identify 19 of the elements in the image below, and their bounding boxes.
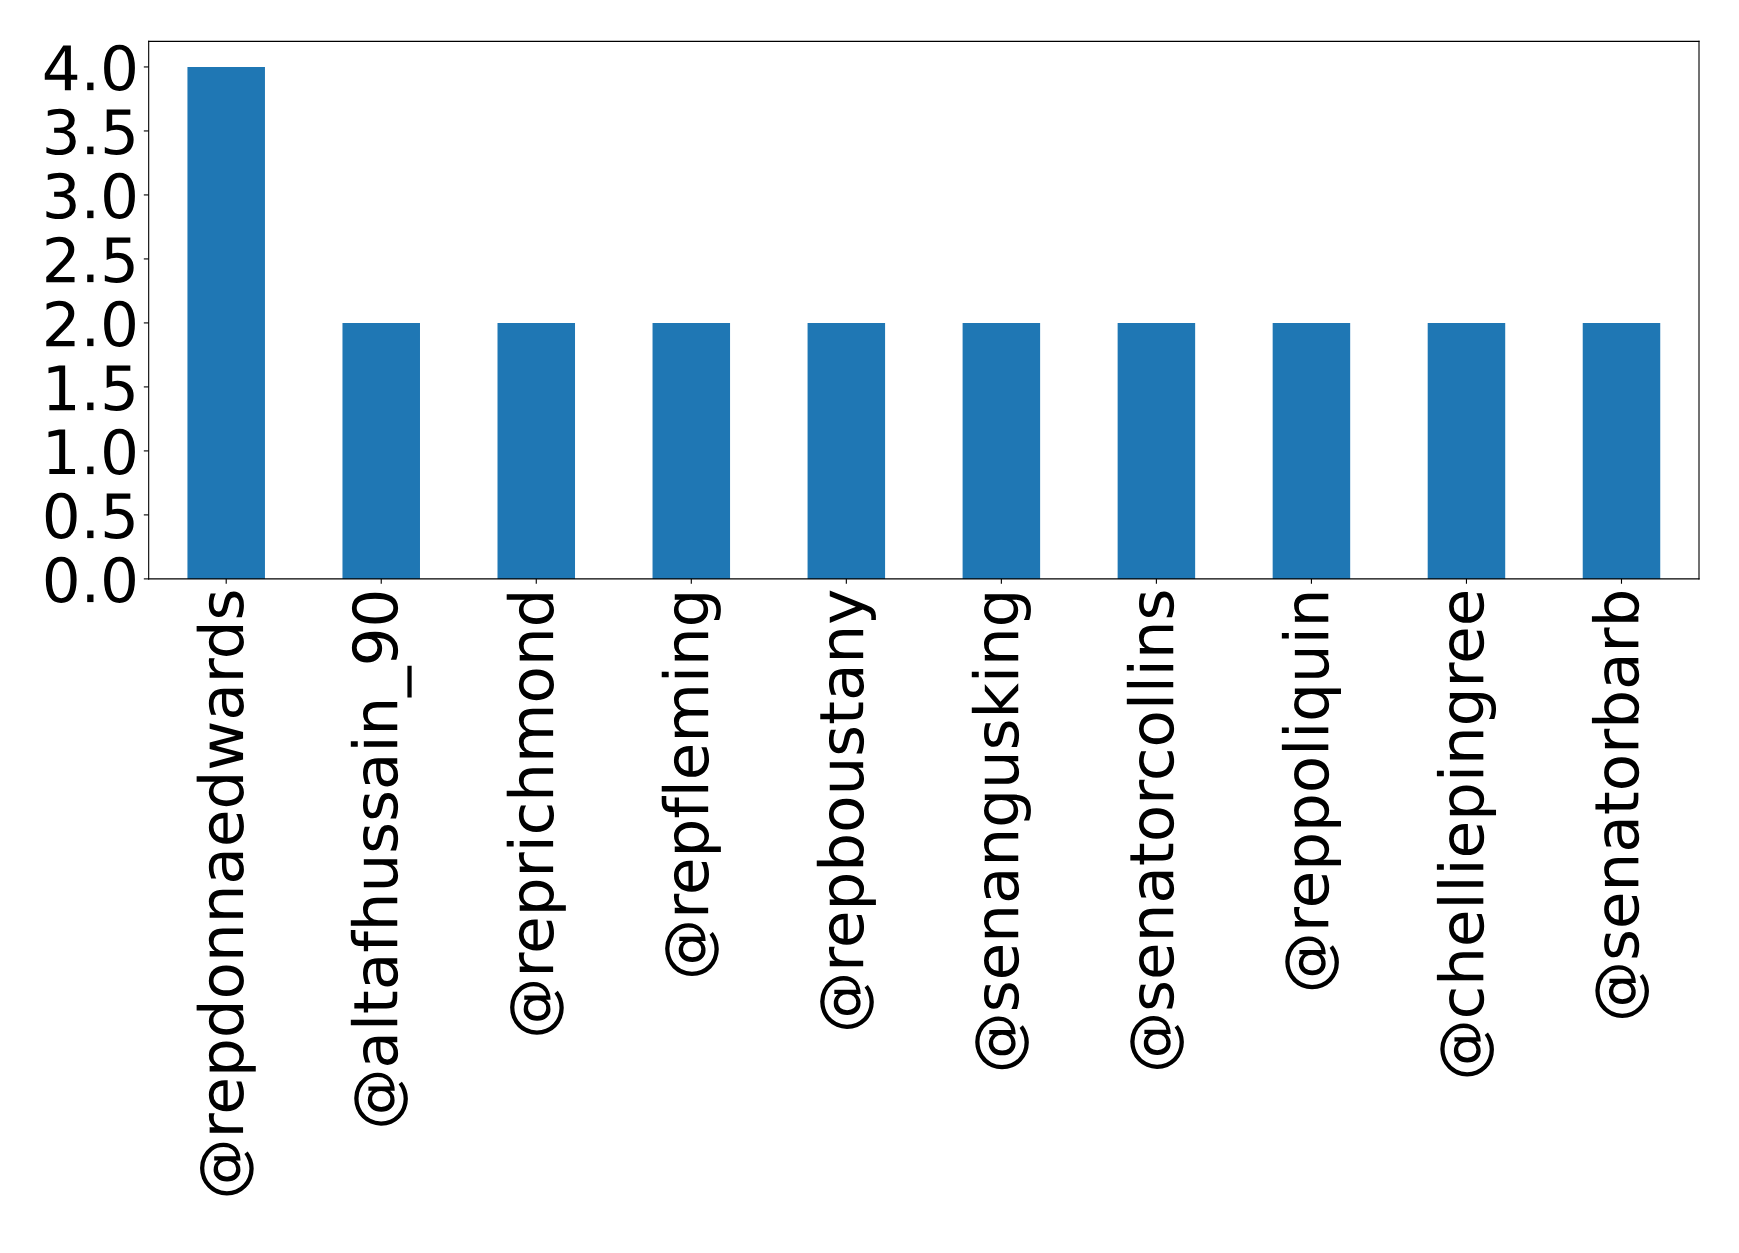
y-tick-label: 4.0: [44, 44, 135, 92]
x-tick-label: @reppoliquin: [1281, 593, 1341, 990]
y-tick-label: 0.0: [45, 556, 135, 603]
x-tick-label: @chelliepingree: [1436, 591, 1497, 1077]
x-tick-label: @senatorcollins: [1126, 591, 1184, 1069]
x-tick-label: @altafhussain_90: [350, 592, 412, 1126]
x-tick-label: @reprichmond: [506, 594, 566, 1035]
y-tick-label: 0.5: [45, 492, 134, 539]
y-tick-label: 2.0: [46, 300, 135, 347]
y-tick-label: 3.5: [46, 108, 134, 156]
x-tick-label: @senangusking: [971, 594, 1031, 1070]
y-tick-label: 3.0: [46, 172, 135, 220]
y-tick-label: 2.5: [46, 236, 134, 284]
y-tick-label: 1.5: [48, 365, 134, 411]
x-tick-label: @repfleming: [661, 594, 721, 976]
y-tick-label: 1.0: [48, 428, 135, 475]
x-tick-label: @repboustany: [816, 590, 876, 1029]
x-tick-label: @repdonnaedwards: [196, 591, 256, 1196]
x-tick-label: @senatorbarb: [1591, 591, 1649, 1018]
